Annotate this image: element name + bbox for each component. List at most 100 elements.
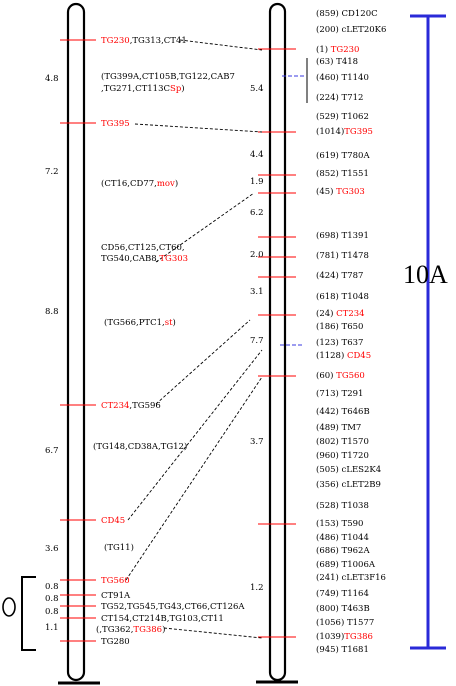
- right-marker-label: (960) T1720: [316, 450, 369, 461]
- label-segment: (63) T418: [316, 56, 358, 67]
- label-segment: (505) cLES2K4: [316, 464, 381, 475]
- label-segment: CD45: [101, 516, 125, 526]
- label-segment: (686) T962A: [316, 545, 370, 556]
- label-segment: (713) T291: [316, 388, 363, 399]
- label-segment: (45): [316, 186, 336, 197]
- right-marker-label: (749) T1164: [316, 588, 369, 599]
- right-marker-label: (505) cLES2K4: [316, 464, 381, 475]
- right-marker-label: (224) T712: [316, 92, 363, 103]
- right-marker-label: (24) CT234: [316, 308, 365, 319]
- right-marker-label: (60) TG560: [316, 370, 365, 381]
- label-segment: (460) T1140: [316, 72, 369, 83]
- left-marker-ticks: [60, 39, 96, 642]
- right-marker-label: (486) T1044: [316, 532, 369, 543]
- right-marker-label: (1039)TG386: [316, 631, 373, 642]
- label-segment: TG386: [133, 625, 162, 635]
- right-marker-labels: (859) CD120C (200) cLET20K6 (1) TG230 (6…: [316, 8, 386, 655]
- label-segment: (424) T787: [316, 270, 363, 281]
- label-segment: TG386: [344, 632, 373, 642]
- label-segment: (689) T1006A: [316, 559, 376, 570]
- label-segment: (442) T646B: [316, 406, 370, 417]
- right-distance: 2.0: [250, 250, 264, 260]
- label-segment: (241) cLET3F16: [316, 572, 386, 583]
- label-segment: CT154,CT214B,TG103,CT11: [101, 614, 224, 624]
- left-chromosome: [58, 2, 100, 685]
- right-marker-label: (528) T1038: [316, 500, 369, 511]
- label-segment: TG560: [101, 576, 130, 586]
- right-marker-label: (123) T637: [316, 337, 363, 348]
- right-marker-label: (713) T291: [316, 388, 363, 399]
- right-marker-label: (689) T1006A: [316, 559, 376, 570]
- label-segment: TG52,TG545,TG43,CT66,CT126A: [101, 602, 245, 612]
- label-segment: (1): [316, 44, 331, 55]
- label-segment: (800) T463B: [316, 603, 370, 614]
- label-segment: (749) T1164: [316, 588, 369, 599]
- left-distance: 1.1: [45, 623, 59, 633]
- right-distance: 4.4: [250, 150, 264, 160]
- right-marker-label: (1056) T1577: [316, 617, 374, 628]
- left-distance: 7.2: [45, 167, 59, 177]
- left-group-line: (TG148,CD38A,TG12): [93, 441, 187, 452]
- label-segment: (619) T780A: [316, 150, 370, 161]
- right-marker-label: (1128) CD45: [316, 350, 371, 361]
- right-marker-label: (618) T1048: [316, 291, 369, 302]
- label-segment: (200) cLET20K6: [316, 24, 386, 35]
- right-marker-label: (1) TG230: [316, 44, 359, 55]
- scale-bar-label: 10A: [403, 260, 448, 289]
- left-distance: 0.8: [45, 582, 59, 592]
- label-segment: (960) T1720: [316, 450, 369, 461]
- right-distance: 1.9: [250, 177, 264, 187]
- left-distance: 6.7: [45, 446, 59, 456]
- blue-dashed-ticks: [280, 75, 304, 346]
- label-segment: TG230: [101, 36, 130, 46]
- right-distance: 3.1: [250, 287, 264, 297]
- left-marker-label: TG52,TG545,TG43,CT66,CT126A: [101, 602, 245, 612]
- left-distance: 4.8: [45, 74, 59, 84]
- label-segment: TG303: [159, 254, 188, 264]
- right-marker-label: (45) TG303: [316, 186, 365, 197]
- right-marker-label: (800) T463B: [316, 603, 370, 614]
- label-segment: Sp: [170, 84, 182, 94]
- label-segment: (TG11): [104, 542, 134, 553]
- right-marker-label: (698) T1391: [316, 230, 369, 241]
- right-distance: 6.2: [250, 208, 264, 218]
- label-segment: (852) T1551: [316, 168, 369, 179]
- left-marker-label: CD45: [101, 516, 125, 526]
- right-marker-label: (1014)TG395: [316, 126, 373, 137]
- right-marker-label: (442) T646B: [316, 406, 370, 417]
- label-segment: (TG148,CD38A,TG12): [93, 441, 187, 452]
- left-distances: 4.8 7.2 8.8 6.7 3.6 0.8 0.8 0.8 1.1: [45, 74, 59, 633]
- label-segment: TG395: [344, 127, 373, 137]
- left-marker-label: CT234,TG596: [101, 401, 161, 411]
- right-distance: 1.2: [250, 583, 264, 593]
- label-segment: ,TG596: [129, 401, 160, 411]
- label-segment: (698) T1391: [316, 230, 369, 241]
- right-marker-label: (945) T1681: [316, 644, 369, 655]
- right-marker-label: (489) TM7: [316, 422, 361, 433]
- left-group-line: CD56,CT125,CT60,: [101, 243, 185, 253]
- label-segment: (945) T1681: [316, 644, 369, 655]
- label-segment: (489) TM7: [316, 422, 361, 433]
- label-segment: ,TG271,CT113C: [101, 84, 170, 94]
- label-segment: (802) T1570: [316, 436, 369, 447]
- left-distance: 8.8: [45, 307, 59, 317]
- label-segment: TG280: [101, 637, 130, 647]
- right-marker-label: (802) T1570: [316, 436, 369, 447]
- left-marker-label: TG280: [101, 637, 130, 647]
- left-marker-label: TG560: [101, 576, 130, 586]
- right-distance: 5.4: [250, 84, 264, 94]
- label-segment: (529) T1062: [316, 111, 369, 122]
- right-marker-label: (424) T787: [316, 270, 363, 281]
- label-segment: mov: [157, 179, 175, 189]
- label-segment: (CT16,CD77,: [101, 178, 157, 189]
- label-segment: CD45: [347, 351, 371, 361]
- left-distance: 0.8: [45, 594, 59, 604]
- label-segment: (1056) T1577: [316, 617, 374, 628]
- label-segment: (618) T1048: [316, 291, 369, 302]
- right-distances: 5.4 4.4 1.9 6.2 2.0 3.1 7.7 3.7 1.2: [250, 84, 264, 593]
- label-segment: CD56,CT125,CT60,: [101, 243, 185, 253]
- label-segment: ,TG313,CT41: [130, 36, 187, 46]
- label-segment: TG230: [331, 45, 360, 55]
- left-group-line: (TG399A,CT105B,TG122,CAB7: [101, 71, 235, 82]
